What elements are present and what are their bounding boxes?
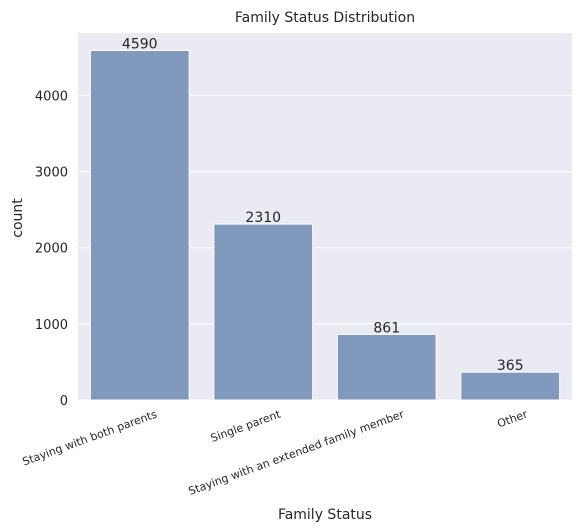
x-tick-label: Staying with both parents bbox=[21, 408, 159, 469]
x-axis-label: Family Status bbox=[278, 507, 372, 523]
bar bbox=[89, 49, 190, 401]
bar bbox=[336, 333, 437, 401]
y-tick-label: 0 bbox=[60, 394, 68, 409]
y-tick-label: 1000 bbox=[35, 318, 68, 333]
x-tick-labels: Staying with both parents Single parentSt… bbox=[21, 407, 530, 498]
x-tick-label: Other bbox=[495, 407, 529, 430]
x-tick-label: Staying with an extended family member bbox=[187, 407, 407, 497]
y-tick-label: 4000 bbox=[35, 89, 68, 104]
data-label: 2310 bbox=[245, 210, 281, 226]
bar bbox=[460, 371, 561, 401]
data-label: 4590 bbox=[122, 36, 158, 52]
data-labels: 4590 2310 861 365 bbox=[122, 36, 524, 374]
y-tick-label: 3000 bbox=[35, 166, 68, 181]
bar bbox=[213, 223, 314, 401]
data-label: 365 bbox=[497, 358, 524, 374]
y-axis-label: count bbox=[10, 198, 26, 238]
y-tick-label: 2000 bbox=[35, 242, 68, 257]
chart-title: Family Status Distribution bbox=[235, 10, 415, 26]
data-label: 861 bbox=[373, 320, 400, 336]
y-tick-labels: 0 1000 2000 3000 4000 bbox=[35, 89, 68, 409]
x-tick-label: Single parent bbox=[209, 407, 283, 445]
bars bbox=[89, 49, 561, 401]
